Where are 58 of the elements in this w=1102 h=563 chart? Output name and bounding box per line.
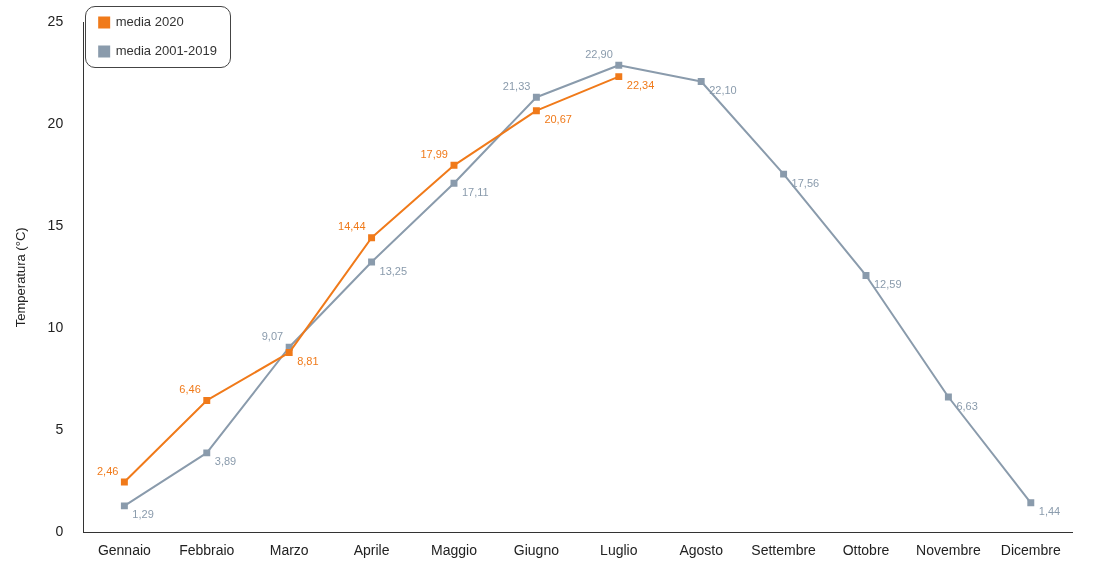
- x-tick-label: Agosto: [679, 542, 724, 559]
- y-tick-label: 15: [47, 217, 64, 234]
- point: [450, 161, 458, 169]
- point: [450, 179, 458, 187]
- x-tick-label: Settembre: [751, 542, 817, 559]
- y-axis-title: Temperatura (°C): [13, 227, 29, 328]
- legend-label: media 2001-2019: [115, 43, 217, 59]
- data-label: 17,56: [791, 176, 820, 189]
- data-label: 1,44: [1038, 505, 1061, 518]
- data-label: 3,89: [214, 455, 237, 468]
- point: [120, 478, 128, 486]
- y-tick-label: 5: [55, 421, 64, 438]
- point: [285, 349, 293, 357]
- point: [780, 170, 788, 178]
- data-label: 17,99: [420, 147, 448, 160]
- data-label: 21,33: [502, 79, 531, 92]
- data-label: 20,67: [544, 113, 572, 126]
- data-label: 22,10: [709, 84, 737, 97]
- point: [203, 396, 211, 404]
- point: [532, 107, 540, 115]
- point: [120, 502, 128, 510]
- point: [697, 78, 705, 86]
- data-label: 6,63: [956, 399, 978, 412]
- data-label: 6,46: [179, 383, 201, 395]
- data-label: 12,59: [873, 278, 902, 290]
- data-label: 13,25: [379, 264, 408, 277]
- x-tick-label: Febbraio: [179, 542, 235, 559]
- x-tick-label: Giugno: [513, 542, 560, 559]
- data-label: 9,07: [261, 329, 284, 342]
- x-tick-label: Maggio: [431, 542, 478, 559]
- x-tick-label: Aprile: [353, 542, 390, 559]
- data-label: 22,90: [585, 47, 613, 60]
- data-label: 14,44: [338, 220, 366, 233]
- y-tick-label: 0: [55, 523, 64, 540]
- data-label: 22,34: [626, 79, 655, 92]
- point: [615, 61, 623, 69]
- data-label: 17,11: [461, 185, 489, 198]
- y-tick-label: 25: [47, 13, 64, 30]
- point: [1027, 499, 1035, 507]
- data-label: 2,46: [96, 464, 119, 477]
- point: [615, 73, 623, 81]
- x-tick-label: Gennaio: [97, 542, 152, 559]
- point: [862, 271, 870, 279]
- point: [944, 393, 952, 401]
- point: [368, 234, 376, 242]
- x-tick-label: Novembre: [916, 542, 981, 559]
- legend-label: media 2020: [115, 14, 184, 30]
- x-tick-label: Dicembre: [1000, 542, 1061, 559]
- x-tick-label: Marzo: [269, 542, 309, 559]
- data-label: 1,29: [132, 508, 154, 521]
- x-tick-label: Ottobre: [842, 542, 890, 559]
- y-tick-label: 20: [47, 115, 64, 132]
- y-tick-label: 10: [47, 319, 64, 336]
- point: [368, 258, 376, 266]
- point: [532, 93, 540, 101]
- data-label: 8,81: [297, 355, 319, 368]
- point: [203, 449, 211, 457]
- x-tick-label: Luglio: [600, 542, 638, 559]
